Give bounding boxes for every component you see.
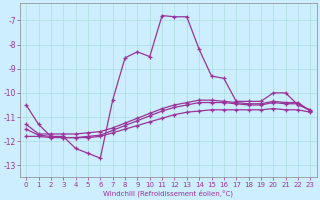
- X-axis label: Windchill (Refroidissement éolien,°C): Windchill (Refroidissement éolien,°C): [103, 189, 233, 197]
